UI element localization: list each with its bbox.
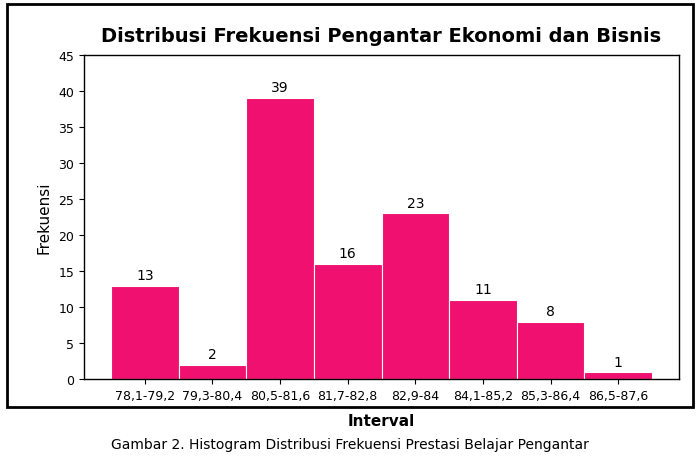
Text: 39: 39	[272, 81, 289, 95]
Text: 11: 11	[474, 283, 492, 297]
Text: 13: 13	[136, 269, 154, 282]
Title: Distribusi Frekuensi Pengantar Ekonomi dan Bisnis: Distribusi Frekuensi Pengantar Ekonomi d…	[102, 27, 662, 46]
Bar	[517, 322, 584, 380]
Text: 23: 23	[407, 196, 424, 210]
Text: 8: 8	[546, 305, 555, 319]
Y-axis label: Frekuensi: Frekuensi	[36, 181, 52, 254]
Bar	[314, 264, 382, 380]
Text: 2: 2	[208, 348, 217, 362]
Text: 1: 1	[614, 355, 622, 369]
X-axis label: Interval: Interval	[348, 413, 415, 428]
Bar	[584, 372, 652, 380]
Text: 16: 16	[339, 247, 356, 261]
Bar	[382, 214, 449, 380]
Bar	[178, 365, 246, 380]
Bar	[449, 300, 517, 380]
Text: Gambar 2. Histogram Distribusi Frekuensi Prestasi Belajar Pengantar: Gambar 2. Histogram Distribusi Frekuensi…	[111, 438, 589, 451]
Bar	[111, 286, 178, 380]
Bar	[246, 99, 314, 380]
